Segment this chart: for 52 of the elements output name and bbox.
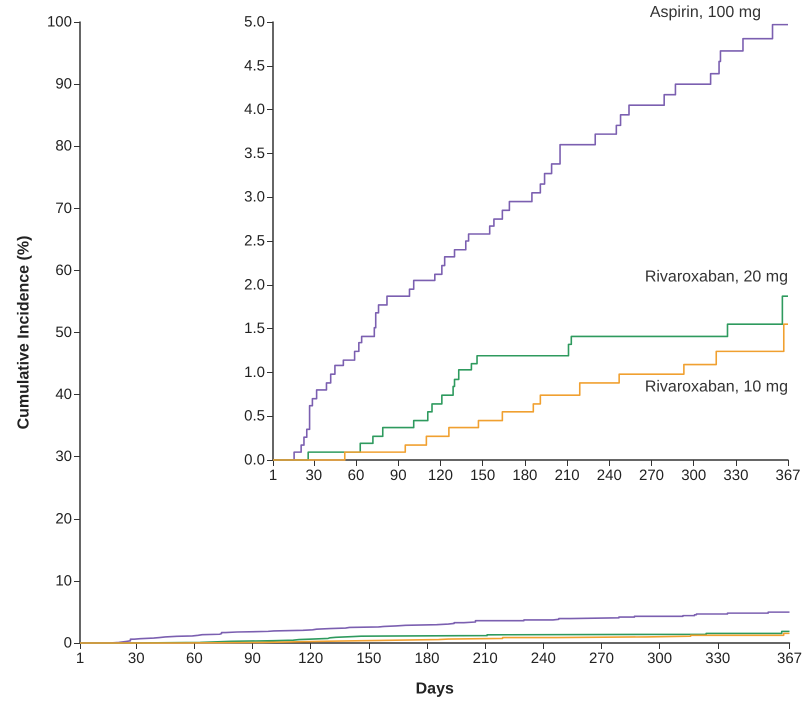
x-axis-title: Days: [416, 680, 454, 698]
y-tick-label: 50: [55, 324, 72, 341]
y-tick-label: 80: [55, 138, 72, 155]
x-tick-label: 30: [128, 650, 145, 667]
x-tick-label: 150: [470, 467, 496, 484]
x-tick-label: 90: [390, 467, 407, 484]
x-tick-label: 60: [186, 650, 203, 667]
x-tick-label: 240: [530, 650, 556, 667]
x-tick-label: 120: [298, 650, 324, 667]
y-tick-label: 3.5: [244, 144, 265, 162]
y-axis-title: Cumulative Incidence (%): [16, 236, 32, 430]
x-tick-label: 300: [647, 650, 672, 667]
series-label: Aspirin, 100 mg: [650, 4, 761, 22]
x-tick-label: 1: [76, 650, 84, 667]
x-tick-label: 240: [596, 467, 622, 484]
y-tick-label: 2.0: [244, 276, 265, 294]
y-tick-label: 4.5: [244, 57, 265, 74]
y-tick-label: 0.0: [244, 452, 265, 468]
x-tick-label: 150: [356, 650, 382, 667]
x-tick-label: 270: [638, 467, 664, 484]
y-tick-label: 3.0: [244, 188, 265, 206]
x-tick-label: 210: [554, 467, 580, 484]
x-tick-label: 330: [705, 650, 730, 667]
series-label: Rivaroxaban, 20 mg: [644, 268, 788, 286]
y-tick-label: 40: [55, 386, 72, 404]
y-tick-label: 20: [55, 510, 72, 528]
y-tick-label: 0.5: [244, 408, 265, 425]
series-label: Rivaroxaban, 10 mg: [644, 378, 788, 396]
x-tick-label: 30: [305, 467, 322, 484]
y-tick-label: 70: [55, 200, 72, 217]
y-tick-label: 90: [55, 76, 72, 93]
y-tick-label: 2.5: [244, 232, 265, 250]
x-tick-label: 1: [268, 467, 278, 484]
x-tick-label: 270: [588, 650, 614, 667]
x-tick-label: 210: [472, 650, 498, 667]
x-tick-label: 367: [775, 467, 801, 484]
y-tick-label: 5.0: [244, 14, 265, 30]
x-tick-label: 120: [428, 467, 453, 484]
x-tick-label: 180: [414, 650, 440, 667]
x-tick-label: 180: [512, 467, 538, 484]
x-tick-label: 300: [681, 467, 706, 484]
y-tick-label: 10: [55, 572, 72, 590]
y-tick-label: 1.5: [244, 320, 265, 338]
x-tick-label: 60: [348, 467, 364, 484]
y-tick-label: 0: [64, 634, 72, 652]
x-tick-label: 367: [776, 650, 802, 667]
y-tick-label: 1.0: [244, 364, 265, 381]
y-tick-label: 4.0: [244, 101, 265, 118]
y-tick-label: 100: [46, 14, 72, 30]
x-tick-label: 330: [723, 467, 748, 484]
y-tick-label: 60: [55, 262, 72, 279]
y-tick-label: 30: [55, 448, 72, 466]
